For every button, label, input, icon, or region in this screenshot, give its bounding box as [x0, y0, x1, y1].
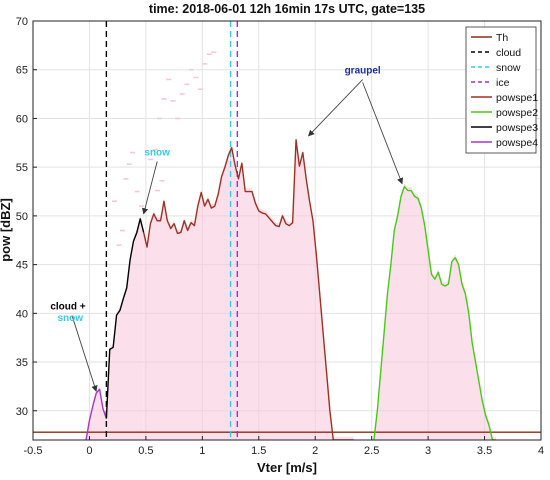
x-tick-label: 2 — [312, 445, 318, 457]
x-tick-label: 2.5 — [364, 445, 379, 457]
annotation-arrow — [308, 79, 363, 137]
y-tick-label: 30 — [16, 406, 28, 418]
axis-ticks: -0.5 0 0.5 1 1.5 2 2.5 3 3.5 4 30 35 40 45 50 55 60 65 70 — [16, 16, 544, 457]
annotation-label: snow — [144, 147, 170, 158]
powspe2-line — [373, 185, 496, 440]
x-axis-label: Vter [m/s] — [257, 460, 317, 475]
x-tick-label: 0 — [86, 445, 92, 457]
y-tick-label: 45 — [16, 260, 28, 272]
annotation-arrow — [141, 161, 158, 215]
legend-label-ice: ice — [496, 77, 510, 89]
legend-label-powspe2: powspe2 — [496, 107, 538, 119]
spread-powspe3 — [106, 215, 144, 440]
legend-label-snow: snow — [496, 62, 521, 74]
legend-label-powspe4: powspe4 — [496, 137, 538, 149]
annotation-label: cloud + — [50, 301, 85, 312]
x-tick-label: 3.5 — [477, 445, 492, 457]
x-tick-label: 1 — [199, 445, 205, 457]
spectrum-spread — [86, 51, 496, 440]
y-tick-label: 70 — [16, 16, 28, 28]
legend-label-powspe1: powspe1 — [496, 92, 538, 104]
y-tick-label: 35 — [16, 357, 28, 369]
x-tick-label: 0.5 — [138, 445, 153, 457]
reference-lines — [33, 21, 541, 440]
chart-title: time: 2018-06-01 12h 16min 17s UTC, gate… — [149, 2, 425, 16]
powspe3-line — [105, 218, 145, 419]
y-axis-label: pow [dBZ] — [0, 198, 13, 262]
x-tick-label: 4 — [538, 445, 544, 457]
spread-powspe1 — [143, 136, 354, 440]
y-tick-label: 55 — [16, 162, 28, 174]
y-tick-label: 65 — [16, 65, 28, 77]
legend-label-powspe3: powspe3 — [496, 122, 538, 134]
plot-frame — [32, 20, 542, 441]
series-lines — [85, 139, 496, 440]
x-tick-label: 3 — [425, 445, 431, 457]
spread-powspe2 — [373, 183, 496, 440]
powspe1-line — [142, 139, 354, 440]
legend-label-Th: Th — [496, 32, 508, 44]
x-tick-label: 1.5 — [251, 445, 266, 457]
powspe4-line — [85, 388, 108, 440]
annotation-arrow — [362, 82, 404, 185]
legend: Th cloud snow ice powspe1 powspe2 powspe3 powsp… — [465, 26, 538, 154]
y-tick-label: 50 — [16, 211, 28, 223]
annotation-label: snow — [57, 313, 83, 324]
annotation-label: graupel — [345, 66, 381, 77]
y-tick-label: 60 — [16, 113, 28, 125]
legend-label-cloud: cloud — [496, 47, 521, 59]
legend-box — [465, 26, 537, 154]
y-tick-label: 40 — [16, 308, 28, 320]
x-tick-label: -0.5 — [24, 445, 43, 457]
annotation-arrow — [71, 315, 98, 392]
